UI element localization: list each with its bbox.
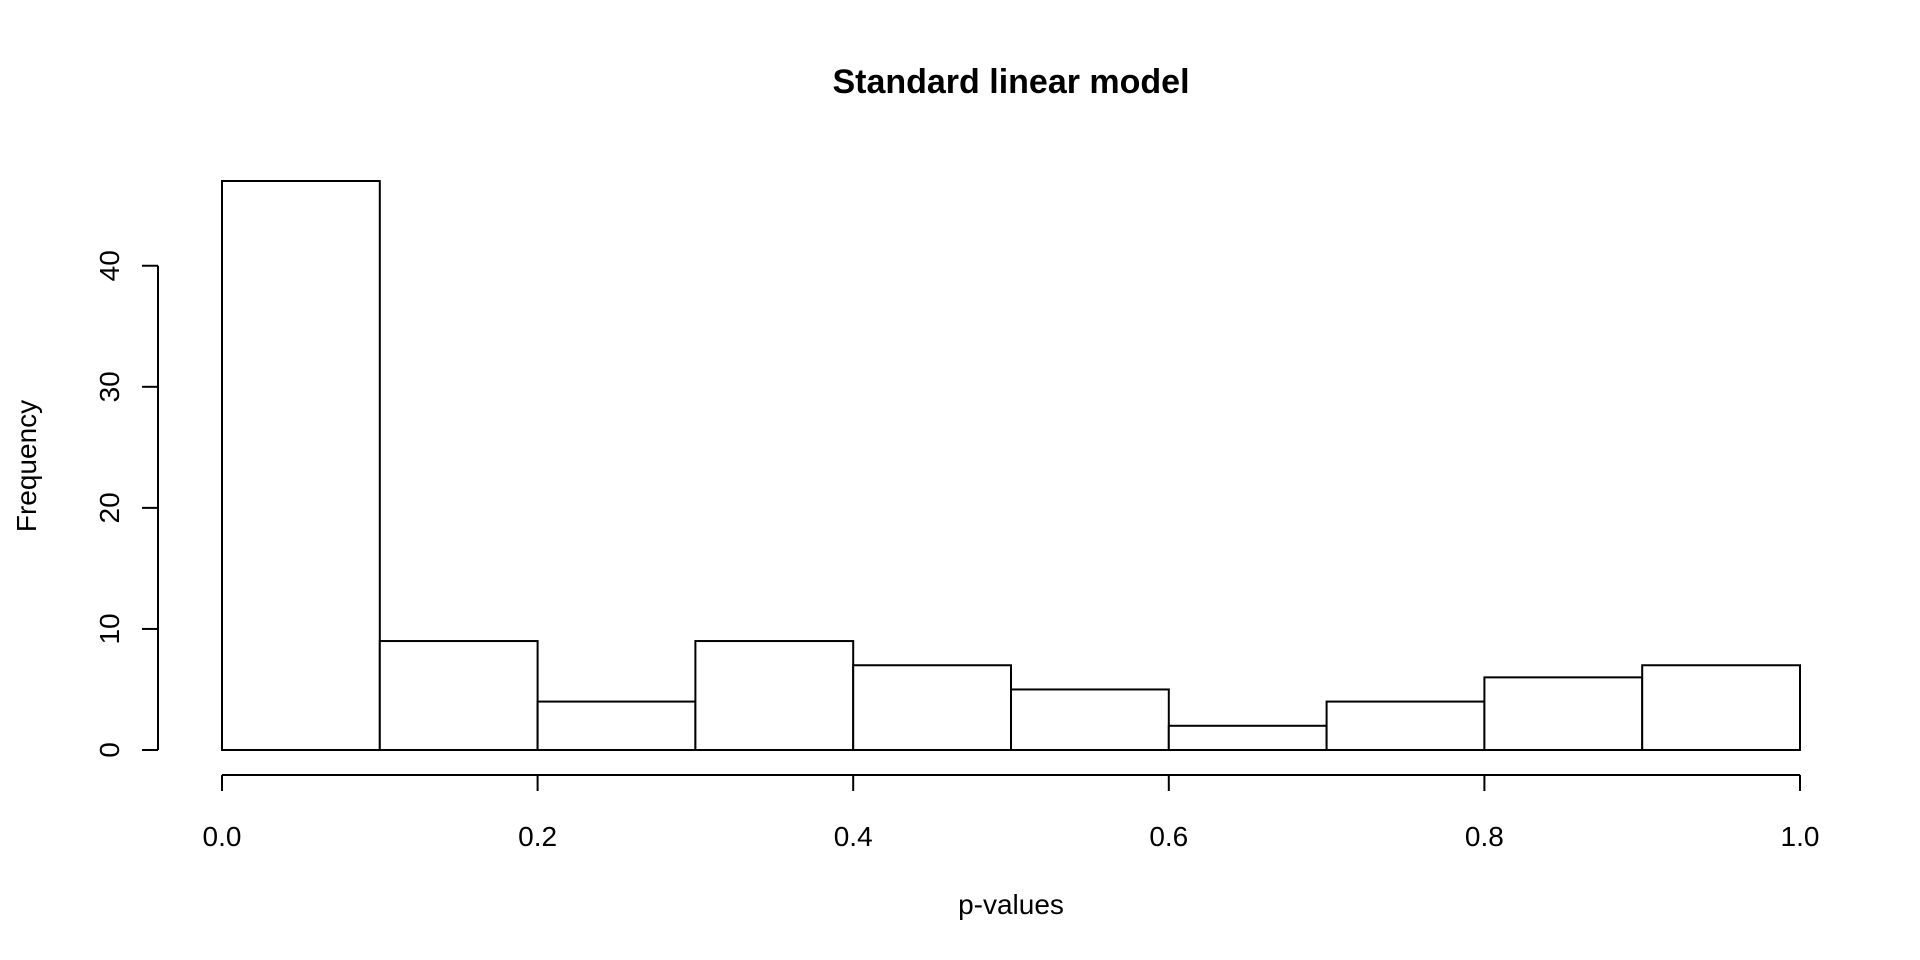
histogram-bar-1 [378, 640, 539, 751]
chart-title: Standard linear model [832, 63, 1189, 101]
y-tick-label: 0 [94, 742, 125, 758]
histogram-bar-3 [694, 640, 855, 751]
x-axis-label: p-values [958, 889, 1064, 920]
histogram-bar-5 [1010, 688, 1170, 751]
x-axis: 0.0 0.2 0.4 0.6 0.8 1.0 [203, 774, 1820, 852]
histogram-bar-6 [1167, 724, 1328, 751]
y-tick-label: 40 [94, 250, 125, 281]
x-tick-label: 0.4 [834, 821, 873, 852]
y-tick-label: 20 [94, 492, 125, 523]
histogram-bar-2 [536, 700, 697, 751]
y-tick-label: 30 [94, 371, 125, 402]
histogram-bar-9 [1641, 664, 1801, 751]
x-tick-label: 1.0 [1781, 821, 1820, 852]
x-tick-label: 0.6 [1149, 821, 1188, 852]
histogram-bar-8 [1483, 676, 1644, 751]
histogram-bar-7 [1325, 700, 1486, 751]
y-tick-label: 10 [94, 613, 125, 644]
y-axis: 0 10 20 30 40 [94, 250, 159, 758]
y-axis-label: Frequency [11, 400, 42, 532]
x-tick-label: 0.8 [1465, 821, 1504, 852]
histogram-bar-4 [852, 664, 1013, 751]
bars-group [221, 180, 1801, 751]
x-tick-label: 0.2 [518, 821, 557, 852]
histogram-bar-0 [221, 180, 381, 751]
x-tick-label: 0.0 [203, 821, 242, 852]
